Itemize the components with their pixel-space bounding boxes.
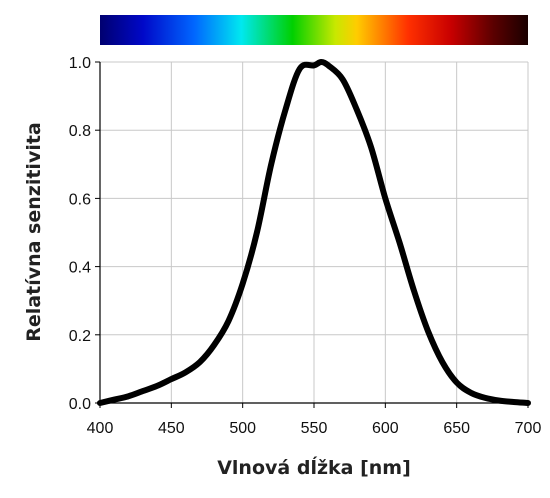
- y-tick-label: 0.6: [69, 191, 91, 208]
- x-tick-label: 400: [87, 420, 114, 437]
- y-tick-labels: 0.0 0.2 0.4 0.6 0.8 1.0: [69, 55, 91, 413]
- y-axis-title: Relatívna senzitivita: [23, 122, 45, 341]
- x-tick-label: 550: [301, 420, 328, 437]
- y-tick-label: 1.0: [69, 55, 91, 72]
- x-axis-title: Vlnová dĺžka [nm]: [217, 456, 411, 479]
- x-tick-label: 650: [443, 420, 470, 437]
- y-tick-label: 0.8: [69, 123, 91, 140]
- y-tick-label: 0.0: [69, 396, 91, 413]
- grid: [100, 61, 529, 403]
- series-group: [97, 59, 531, 406]
- x-tick-labels: 400 450 500 550 600 650 700: [87, 420, 542, 437]
- y-tick-label: 0.4: [69, 260, 91, 277]
- x-tick-label: 500: [229, 420, 256, 437]
- y-tick-label: 0.2: [69, 328, 91, 345]
- axes: [95, 61, 529, 408]
- x-tick-label: 700: [515, 420, 542, 437]
- series-line: [97, 59, 531, 406]
- spectrum-bar: [100, 15, 528, 45]
- x-tick-label: 450: [158, 420, 185, 437]
- x-tick-label: 600: [372, 420, 399, 437]
